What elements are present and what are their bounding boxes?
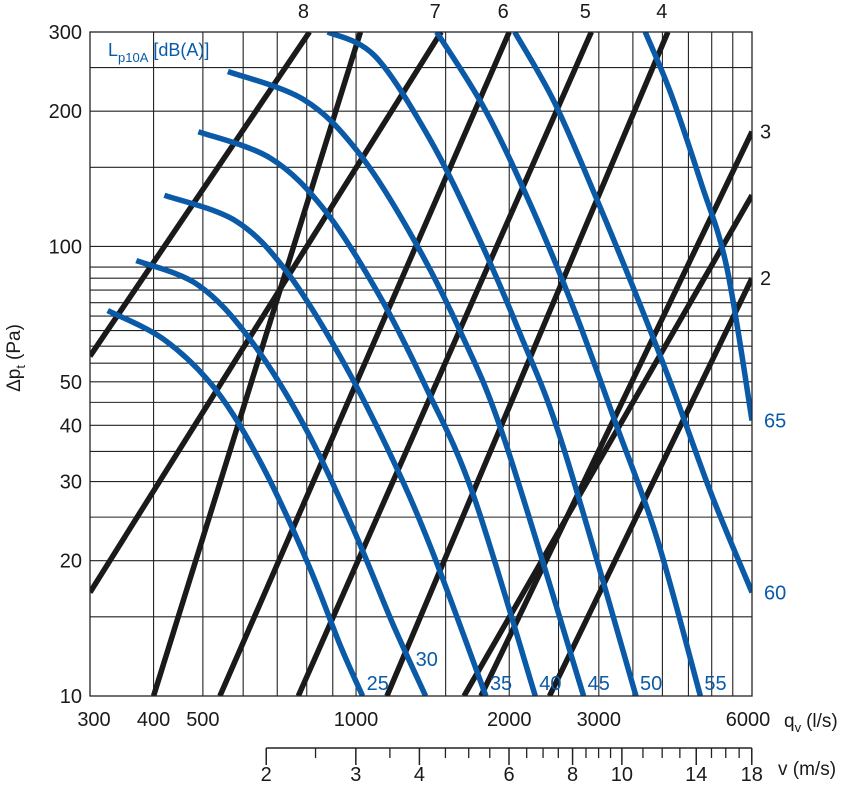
x-tick-label: 1000 [334, 709, 379, 731]
size-line-label: 4 [656, 1, 667, 23]
size-line-label: 6 [498, 1, 509, 23]
y-label-unit: (Pa) [4, 324, 25, 360]
sound-curve-60 [512, 32, 752, 594]
legend-unit: [dB(A)] [153, 40, 209, 60]
size-line-3 [478, 130, 752, 696]
sound-curve-65 [642, 32, 752, 421]
size-line-5 [295, 32, 594, 696]
x-tick-label: 500 [186, 709, 219, 731]
sound-curve-55 [434, 32, 704, 696]
sound-curve-45 [226, 68, 587, 696]
size-line-label: 3 [760, 122, 771, 144]
x-tick-label: 2000 [487, 709, 532, 731]
size-line-7 [90, 32, 444, 594]
sound-curve-label: 25 [367, 673, 389, 695]
size-lines [90, 32, 752, 696]
y-tick-label: 50 [60, 372, 82, 394]
velocity-tick-label: 2 [261, 764, 272, 786]
legend-main: L [108, 40, 118, 60]
sound-curve-35 [163, 192, 489, 696]
sound-curve-label: 30 [416, 649, 438, 671]
sound-curve-label: 50 [640, 673, 662, 695]
sound-level-curves [106, 32, 752, 696]
size-line-label: 2 [760, 268, 771, 290]
sound-curve-40 [197, 129, 538, 696]
sound-curve-label: 45 [588, 673, 610, 695]
y-tick-label: 30 [60, 472, 82, 494]
y-tick-label: 100 [49, 236, 82, 258]
velocity-tick-label: 3 [350, 764, 361, 786]
axis-ticks: 10 20 30 40 50 100 200 300 300 400 500 1000 2000 3000… [49, 22, 771, 731]
x-axis-label: qv (l/s) [784, 711, 838, 735]
y-tick-label: 300 [49, 22, 82, 44]
size-line-2 [547, 277, 752, 696]
y-tick-label: 200 [49, 101, 82, 123]
y-label-sub: t [13, 365, 28, 369]
y-label-main: Δp [4, 369, 25, 392]
sound-curve-50 [326, 32, 639, 696]
sound-curve-label: 35 [490, 673, 512, 695]
velocity-tick-label: 10 [611, 764, 633, 786]
x-label-sub: v [795, 720, 802, 735]
y-tick-label: 20 [60, 551, 82, 573]
velocity-tick-label: 8 [567, 764, 578, 786]
sound-curve-label: 40 [539, 673, 561, 695]
velocity-tick-label: 4 [414, 764, 425, 786]
x-tick-label: 3000 [577, 709, 622, 731]
velocity-tick-label: 6 [503, 764, 514, 786]
y-axis-label: Δpt (Pa) [4, 324, 28, 392]
size-line-6 [217, 32, 512, 696]
y-tick-label: 10 [60, 686, 82, 708]
sound-curve-30 [135, 258, 429, 696]
velocity-tick-label: 18 [741, 764, 763, 786]
sound-curve-25 [106, 308, 366, 696]
x-tick-label: 300 [77, 709, 110, 731]
velocity-axis-label: v (m/s) [778, 759, 836, 780]
size-line-label: 5 [580, 1, 591, 23]
y-tick-label: 40 [60, 415, 82, 437]
sound-curve-label: 55 [704, 673, 726, 695]
x-tick-label: 400 [137, 709, 170, 731]
velocity-scale: 2 3 4 6 8 10 14 18 [261, 747, 763, 786]
size-line-4 [384, 32, 671, 696]
x-tick-label: 6000 [726, 709, 771, 731]
x-label-unit: (l/s) [806, 711, 838, 732]
legend-sub: p10A [118, 50, 149, 65]
x-label-main: q [784, 711, 795, 732]
plot-frame [89, 31, 753, 697]
size-line-unlabeled [150, 32, 364, 696]
size-line-label: 8 [298, 1, 309, 23]
sound-curve-label: 65 [764, 411, 786, 433]
velocity-tick-label: 14 [685, 764, 707, 786]
size-line-label: 7 [430, 1, 441, 23]
sound-curve-label: 60 [764, 582, 786, 604]
sound-level-legend: Lp10A [dB(A)] [108, 40, 209, 65]
